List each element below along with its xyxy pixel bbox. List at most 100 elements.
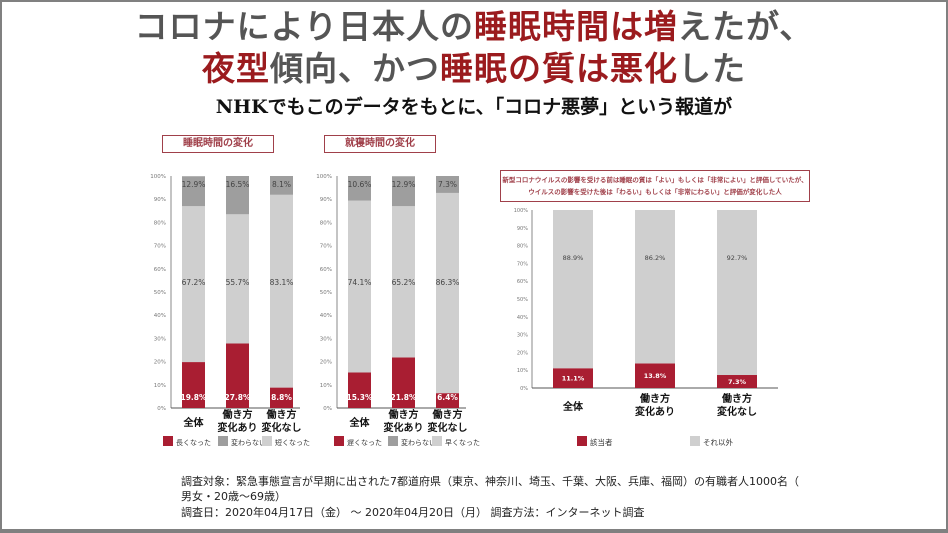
chart-3-y-tick-label: 90% bbox=[517, 226, 528, 232]
chart-2-bar-segment bbox=[348, 200, 371, 373]
chart-1-y-tick-label: 30% bbox=[154, 336, 166, 342]
chart-1-data-label: 83.1% bbox=[270, 278, 294, 287]
chart-3-y-tick-label: 20% bbox=[517, 350, 528, 356]
chart-3-bar-segment bbox=[635, 210, 675, 364]
chart-2-y-tick-label: 10% bbox=[320, 383, 332, 389]
chart-3-data-label: 88.9% bbox=[563, 254, 584, 262]
chart-3-title-line: ウイルスの影響を受けた後は「わるい」もしくは「非常にわるい」と評価が変化した人 bbox=[528, 188, 782, 196]
chart-1-bar-segment bbox=[182, 176, 205, 207]
chart-3-bar-segment bbox=[635, 363, 675, 388]
chart-2-legend-swatch bbox=[432, 436, 442, 446]
chart-3-data-label: 13.8% bbox=[644, 372, 667, 380]
chart-2-bar-segment bbox=[392, 176, 415, 207]
title-line-1-segment-highlight: 睡眠時間は増 bbox=[474, 7, 678, 46]
chart-3-category-label: 全体 bbox=[562, 400, 584, 413]
chart-1-legend-swatch bbox=[218, 436, 228, 446]
chart-2-data-label: 7.3% bbox=[438, 180, 457, 189]
chart-2-y-tick-label: 40% bbox=[320, 313, 332, 319]
chart-1-bar-segment bbox=[182, 206, 205, 363]
chart-3-y-tick-label: 100% bbox=[514, 208, 529, 214]
chart-3-legend-swatch bbox=[577, 436, 587, 446]
chart-2-category-label: 働き方 bbox=[432, 408, 463, 421]
chart-2-data-label: 15.3% bbox=[346, 393, 373, 402]
chart-3-category-label: 変化なし bbox=[717, 405, 757, 418]
chart-1-bar-segment bbox=[270, 176, 293, 195]
chart-1-data-label: 16.5% bbox=[226, 180, 250, 189]
title-line-2-segment-highlight: 夜型 bbox=[202, 49, 270, 88]
chart-3-data-label: 86.2% bbox=[645, 254, 666, 262]
chart-1-y-tick-label: 0% bbox=[157, 406, 166, 412]
chart-3-legend-label: それ以外 bbox=[703, 437, 733, 447]
chart-2-y-tick-label: 70% bbox=[320, 244, 332, 250]
chart-2-y-tick-label: 60% bbox=[320, 267, 332, 273]
chart-1-data-label: 55.7% bbox=[226, 278, 250, 287]
chart-1-bar-segment bbox=[270, 387, 293, 408]
chart-2-data-label: 12.9% bbox=[392, 180, 416, 189]
title-line-2-segment-highlight: 睡眠の質は悪化 bbox=[440, 49, 678, 88]
chart-3-title: 新型コロナウイルスの影響を受ける前は睡眠の質は「よい」もしくは「非常によい」と評… bbox=[500, 170, 810, 202]
chart-3-y-tick-label: 40% bbox=[517, 315, 528, 321]
chart-1-title: 睡眠時間の変化 bbox=[162, 135, 274, 153]
chart-1-y-tick-label: 70% bbox=[154, 244, 166, 250]
chart-3-category-label: 働き方 bbox=[639, 392, 670, 405]
chart-2-bar-segment bbox=[436, 192, 459, 394]
chart-3-bar-segment bbox=[553, 368, 593, 388]
chart-1-category-label: 働き方 bbox=[222, 408, 253, 421]
chart-2-y-tick-label: 90% bbox=[320, 197, 332, 203]
chart-3-y-tick-label: 50% bbox=[517, 297, 528, 303]
chart-1-bar-segment bbox=[226, 343, 249, 408]
chart-3-bar-segment bbox=[553, 210, 593, 369]
chart-1-y-tick-label: 10% bbox=[154, 383, 166, 389]
chart-1-category-label: 働き方 bbox=[266, 408, 297, 421]
chart-2-y-tick-label: 80% bbox=[320, 220, 332, 226]
chart-3-y-tick-label: 70% bbox=[517, 261, 528, 267]
chart-3-bar-segment bbox=[717, 375, 757, 388]
chart-2-title: 就寝時間の変化 bbox=[324, 135, 436, 153]
chart-1-category-label: 変化あり bbox=[218, 421, 258, 434]
chart-3-title-line: 新型コロナウイルスの影響を受ける前は睡眠の質は「よい」もしくは「非常によい」と評… bbox=[502, 176, 808, 184]
chart-1-legend-label: 長くなった bbox=[176, 439, 211, 447]
chart-2-y-tick-label: 20% bbox=[320, 360, 332, 366]
chart-2-bar-segment bbox=[392, 206, 415, 358]
chart-1-y-tick-label: 90% bbox=[154, 197, 166, 203]
chart-2-y-tick-label: 100% bbox=[316, 174, 332, 180]
footer-survey-target-cont: 男女・20歳～69歳） bbox=[181, 490, 286, 503]
chart-1-bar-segment bbox=[270, 194, 293, 388]
chart-2-data-label: 86.3% bbox=[436, 278, 460, 287]
chart-2-legend-label: 変わらない bbox=[401, 438, 436, 447]
chart-1-data-label: 8.1% bbox=[272, 180, 291, 189]
chart-1-bar-segment bbox=[226, 214, 249, 344]
chart-2-data-label: 65.2% bbox=[392, 278, 416, 287]
chart-2-bar-segment bbox=[392, 357, 415, 408]
chart-1-y-tick-label: 40% bbox=[154, 313, 166, 319]
footer-survey-target: 調査対象：緊急事態宣言が早期に出された7都道府県（東京、神奈川、埼玉、千葉、大阪… bbox=[181, 475, 799, 488]
chart-1-y-tick-label: 80% bbox=[154, 220, 166, 226]
chart-2-y-tick-label: 0% bbox=[323, 406, 332, 412]
chart-2-bar-segment bbox=[436, 176, 459, 193]
chart-2-bar-segment bbox=[348, 176, 371, 201]
chart-2-data-label: 6.4% bbox=[437, 393, 458, 402]
title-line-2-segment: した bbox=[678, 49, 746, 88]
subtitle: NHKでもこのデータをもとに、「コロナ悪夢」という報道が bbox=[215, 96, 733, 118]
chart-1-legend-label: 変わらない bbox=[231, 438, 266, 447]
chart-3-data-label: 92.7% bbox=[727, 254, 748, 262]
chart-3-legend-label: 該当者 bbox=[590, 437, 613, 447]
chart-3-y-tick-label: 30% bbox=[517, 333, 528, 339]
chart-1-bar-segment bbox=[226, 176, 249, 215]
chart-2-category-label: 全体 bbox=[349, 416, 371, 429]
chart-3-y-tick-label: 0% bbox=[520, 386, 528, 392]
chart-1-legend-swatch bbox=[262, 436, 272, 446]
chart-2-data-label: 21.8% bbox=[390, 393, 417, 402]
chart-2-category-label: 変化なし bbox=[428, 421, 468, 434]
chart-3-category-label: 変化あり bbox=[635, 405, 675, 418]
chart-2-category-label: 変化あり bbox=[384, 421, 424, 434]
title-line-1-segment: えたが、 bbox=[678, 7, 814, 46]
chart-1-data-label: 27.8% bbox=[224, 393, 251, 402]
chart-3-data-label: 11.1% bbox=[562, 375, 585, 383]
chart-2-y-tick-label: 30% bbox=[320, 336, 332, 342]
title-line-1: コロナにより日本人の睡眠時間は増えたが、 bbox=[0, 6, 948, 48]
chart-1-data-label: 12.9% bbox=[182, 180, 206, 189]
chart-3-y-tick-label: 10% bbox=[517, 368, 528, 374]
chart-1-y-tick-label: 60% bbox=[154, 267, 166, 273]
